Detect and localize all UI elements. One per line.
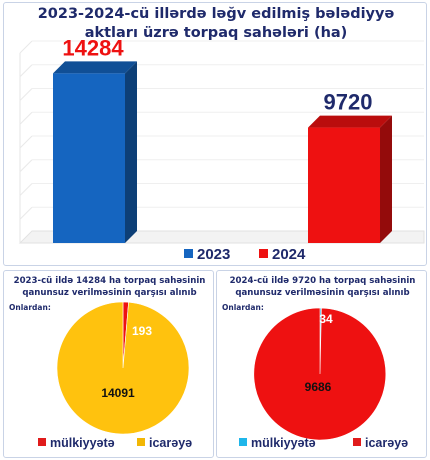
pie-value-label: 193 xyxy=(132,324,152,338)
bar-side-face xyxy=(380,115,392,243)
pie-legend-item-mülkiyyətə: mülkiyyətə xyxy=(239,436,316,450)
pie-2023-title-line1: 2023-cü ildə 14284 ha torpaq sahəsinin xyxy=(13,276,206,286)
bar-gridline-side xyxy=(19,88,33,101)
bar-chart-title-line2: aktları üzrə torpaq sahələri (ha) xyxy=(84,25,348,41)
bar-legend-swatch xyxy=(184,249,193,258)
bar-top-face xyxy=(53,61,137,74)
pie-legend-label: mülkiyyətə xyxy=(251,436,316,450)
pie-slice-icarəyə xyxy=(56,301,190,435)
pie-legend-swatch xyxy=(137,438,145,446)
pie-value-label: 14091 xyxy=(101,386,135,400)
pie-legend-swatch xyxy=(38,438,46,446)
bar-gridline-side xyxy=(19,64,33,78)
pie-2024-sub-label: Onlardan: xyxy=(222,303,264,312)
pie-legend-item-icarəyə: icarəyə xyxy=(353,436,408,450)
pie-slice-icarəyə xyxy=(253,307,387,441)
bar-front-face xyxy=(308,127,380,243)
bar-gridline-side xyxy=(19,183,33,196)
pie-2023-title-line2: qanunsuz verilməsinin qarşısı alınıb xyxy=(22,288,197,298)
pie-chart-2024-panel: 2024-cü ildə 9720 ha torpaq sahəsinin qa… xyxy=(216,270,427,458)
bar-chart-svg: 14284 9720 2023 2024 xyxy=(18,35,425,263)
bar-top-face xyxy=(308,115,392,128)
bar-side-face xyxy=(125,61,137,243)
bar-chart-title: 2023-2024-cü illərdə ləğv edilmiş bələdi… xyxy=(4,5,428,43)
bar-front-face xyxy=(53,73,125,243)
bar-chart-title-line1: 2023-2024-cü illərdə ləğv edilmiş bələdi… xyxy=(37,6,395,22)
pie-2024-title: 2024-cü ildə 9720 ha torpaq sahəsinin qa… xyxy=(217,275,428,299)
bar-chart-panel: 2023-2024-cü illərdə ləğv edilmiş bələdi… xyxy=(3,2,427,266)
bar-legend-swatch xyxy=(259,249,268,258)
bar-2023 xyxy=(53,61,137,243)
bar-legend-label: 2024 xyxy=(272,246,306,263)
pie-chart-2023-panel: 2023-cü ildə 14284 ha torpaq sahəsinin q… xyxy=(3,270,214,458)
pie-2024-title-line2: qanunsuz verilməsinin qarşısı alınıb xyxy=(235,288,410,298)
pie-2023-sub-label: Onlardan: xyxy=(9,303,51,312)
bar-value-label: 9720 xyxy=(324,90,373,115)
bar-gridline-side xyxy=(19,135,33,149)
pie-legend-label: icarəyə xyxy=(149,436,192,450)
bar-gridline-side xyxy=(19,159,33,173)
bar-gridline-side xyxy=(19,111,33,125)
pie-value-label: 9686 xyxy=(305,380,332,394)
pie-2023-svg: 193 14091 mülkiyyətə icarəyə xyxy=(38,301,192,450)
bar-gridline-side xyxy=(19,40,33,54)
pie-legend-label: icarəyə xyxy=(365,436,408,450)
bar-gridline-side xyxy=(19,206,33,220)
pie-2024-svg: 34 9686 mülkiyyətə icarəyə xyxy=(239,307,408,450)
pie-2024-title-line1: 2024-cü ildə 9720 ha torpaq sahəsinin xyxy=(229,276,416,286)
pie-2023-title: 2023-cü ildə 14284 ha torpaq sahəsinin q… xyxy=(4,275,215,299)
bar-value-label: 14284 xyxy=(62,35,124,60)
pie-value-label: 34 xyxy=(319,312,333,326)
bar-legend-label: 2023 xyxy=(197,246,230,263)
bar-2024 xyxy=(308,115,392,243)
pie-legend-item-mülkiyyətə: mülkiyyətə xyxy=(38,436,115,450)
bar-legend-item-2024: 2024 xyxy=(259,246,306,263)
pie-legend-swatch xyxy=(239,438,247,446)
pie-legend-swatch xyxy=(353,438,361,446)
pie-legend-label: mülkiyyətə xyxy=(50,436,115,450)
bar-legend-item-2023: 2023 xyxy=(184,246,230,263)
pie-legend-item-icarəyə: icarəyə xyxy=(137,436,192,450)
